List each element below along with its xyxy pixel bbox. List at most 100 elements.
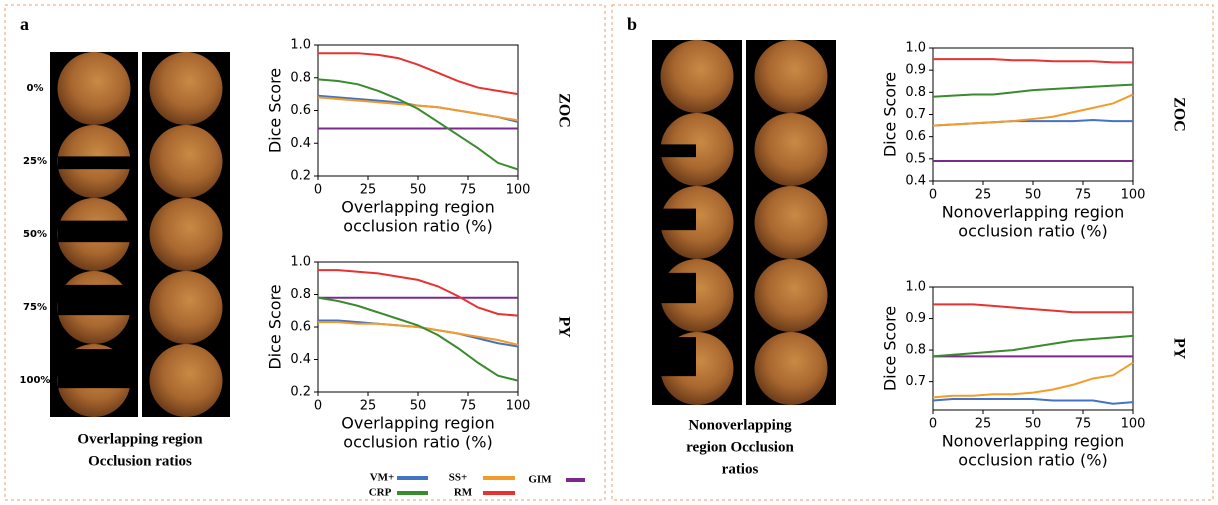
x-tick-label: 75 bbox=[1075, 417, 1092, 432]
x-tick-label: 0 bbox=[929, 417, 937, 432]
series-line bbox=[318, 52, 519, 96]
fundus-image bbox=[754, 113, 828, 186]
y-axis-label: Dice Score bbox=[266, 68, 285, 153]
series-line bbox=[318, 269, 519, 317]
ratio-label: 50% bbox=[23, 229, 47, 240]
panel-border bbox=[611, 4, 1214, 501]
series-line bbox=[317, 96, 519, 122]
legend-label: RM bbox=[454, 487, 473, 499]
y-axis-label: Dice Score bbox=[881, 306, 900, 391]
x-axis-label: Overlapping region bbox=[341, 414, 494, 433]
series-line bbox=[932, 83, 1134, 98]
caption: Overlapping region bbox=[77, 431, 203, 447]
fundus-image bbox=[149, 344, 223, 417]
ratio-label: 75% bbox=[23, 302, 47, 313]
series-line bbox=[317, 296, 519, 382]
fundus-image bbox=[754, 259, 828, 332]
x-tick-label: 100 bbox=[506, 183, 531, 198]
occlusion bbox=[660, 337, 696, 377]
fundus-image bbox=[149, 52, 223, 125]
x-tick-label: 0 bbox=[314, 183, 322, 198]
side-label: ZOC bbox=[555, 93, 572, 128]
ratio-label: 100% bbox=[20, 375, 51, 386]
occlusion bbox=[58, 284, 138, 316]
caption: ratios bbox=[722, 461, 759, 477]
x-axis-label: Nonoverlapping region bbox=[942, 432, 1125, 451]
x-tick-label: 100 bbox=[1121, 417, 1146, 432]
series-line bbox=[932, 361, 1134, 399]
fundus-image bbox=[754, 332, 828, 405]
x-tick-label: 50 bbox=[1025, 188, 1042, 203]
plot-frame bbox=[932, 286, 1134, 411]
x-axis-label: occlusion ratio (%) bbox=[958, 451, 1107, 470]
y-tick-label: 0.5 bbox=[905, 151, 926, 166]
x-tick-label: 50 bbox=[410, 183, 427, 198]
x-tick-label: 25 bbox=[360, 399, 377, 414]
fundus-image bbox=[57, 52, 131, 125]
side-label: PY bbox=[555, 316, 572, 338]
x-tick-label: 25 bbox=[975, 188, 992, 203]
fundus-image bbox=[660, 186, 734, 259]
x-axis-label: Overlapping region bbox=[341, 198, 494, 217]
y-tick-label: 0.2 bbox=[290, 385, 311, 400]
caption: Occlusion ratios bbox=[88, 453, 192, 469]
x-tick-label: 75 bbox=[460, 399, 477, 414]
legend-label: CRP bbox=[369, 487, 392, 499]
fundus-image bbox=[754, 186, 828, 259]
x-tick-label: 75 bbox=[460, 183, 477, 198]
y-tick-label: 0.7 bbox=[905, 107, 926, 122]
series-line bbox=[932, 397, 1134, 405]
ratio-label: 25% bbox=[23, 156, 47, 167]
x-tick-label: 75 bbox=[1075, 188, 1092, 203]
x-tick-label: 100 bbox=[1121, 188, 1146, 203]
series-line bbox=[932, 334, 1134, 358]
x-axis-label: occlusion ratio (%) bbox=[343, 433, 492, 452]
fundus-image bbox=[660, 113, 734, 186]
side-label: PY bbox=[1170, 338, 1187, 360]
x-tick-label: 0 bbox=[314, 399, 322, 414]
y-tick-label: 0.9 bbox=[905, 311, 926, 326]
occlusion bbox=[660, 272, 696, 304]
series-line bbox=[933, 303, 1133, 314]
series-line bbox=[933, 58, 1133, 64]
y-axis-label: Dice Score bbox=[881, 72, 900, 157]
x-tick-label: 0 bbox=[929, 188, 937, 203]
x-axis-label: occlusion ratio (%) bbox=[958, 222, 1107, 241]
y-tick-label: 0.6 bbox=[290, 103, 311, 118]
y-tick-label: 0.7 bbox=[905, 374, 926, 389]
occlusion bbox=[58, 220, 138, 243]
y-tick-label: 1.0 bbox=[290, 38, 311, 53]
fundus-image bbox=[754, 40, 828, 113]
legend-label: SS+ bbox=[449, 472, 468, 484]
y-tick-label: 0.8 bbox=[290, 287, 311, 302]
y-tick-label: 0.8 bbox=[905, 85, 926, 100]
ratio-label: 0% bbox=[27, 83, 44, 94]
y-tick-label: 0.8 bbox=[905, 343, 926, 358]
y-axis-label: Dice Score bbox=[266, 284, 285, 369]
fundus-image bbox=[149, 198, 223, 271]
occlusion bbox=[58, 156, 138, 170]
legend-label: VM+ bbox=[370, 472, 395, 484]
y-tick-label: 0.9 bbox=[905, 63, 926, 78]
x-tick-label: 50 bbox=[410, 399, 427, 414]
y-tick-label: 0.8 bbox=[290, 70, 311, 85]
fundus-image bbox=[149, 125, 223, 198]
x-axis-label: Nonoverlapping region bbox=[942, 203, 1125, 222]
fundus-image bbox=[660, 40, 734, 113]
series-line bbox=[932, 93, 1134, 127]
caption: Nonoverlapping bbox=[688, 417, 792, 433]
occlusion bbox=[660, 208, 696, 231]
x-tick-label: 100 bbox=[506, 399, 531, 414]
y-tick-label: 0.4 bbox=[905, 174, 926, 189]
x-tick-label: 25 bbox=[360, 183, 377, 198]
y-tick-label: 0.2 bbox=[290, 169, 311, 184]
x-axis-label: occlusion ratio (%) bbox=[343, 217, 492, 236]
y-tick-label: 0.4 bbox=[290, 136, 311, 151]
series-line bbox=[317, 78, 519, 171]
occlusion bbox=[58, 349, 138, 389]
panel-border bbox=[4, 4, 606, 501]
panel-label: b bbox=[627, 14, 637, 34]
x-tick-label: 50 bbox=[1025, 417, 1042, 432]
y-tick-label: 1.0 bbox=[290, 255, 311, 270]
y-tick-label: 1.0 bbox=[905, 41, 926, 56]
